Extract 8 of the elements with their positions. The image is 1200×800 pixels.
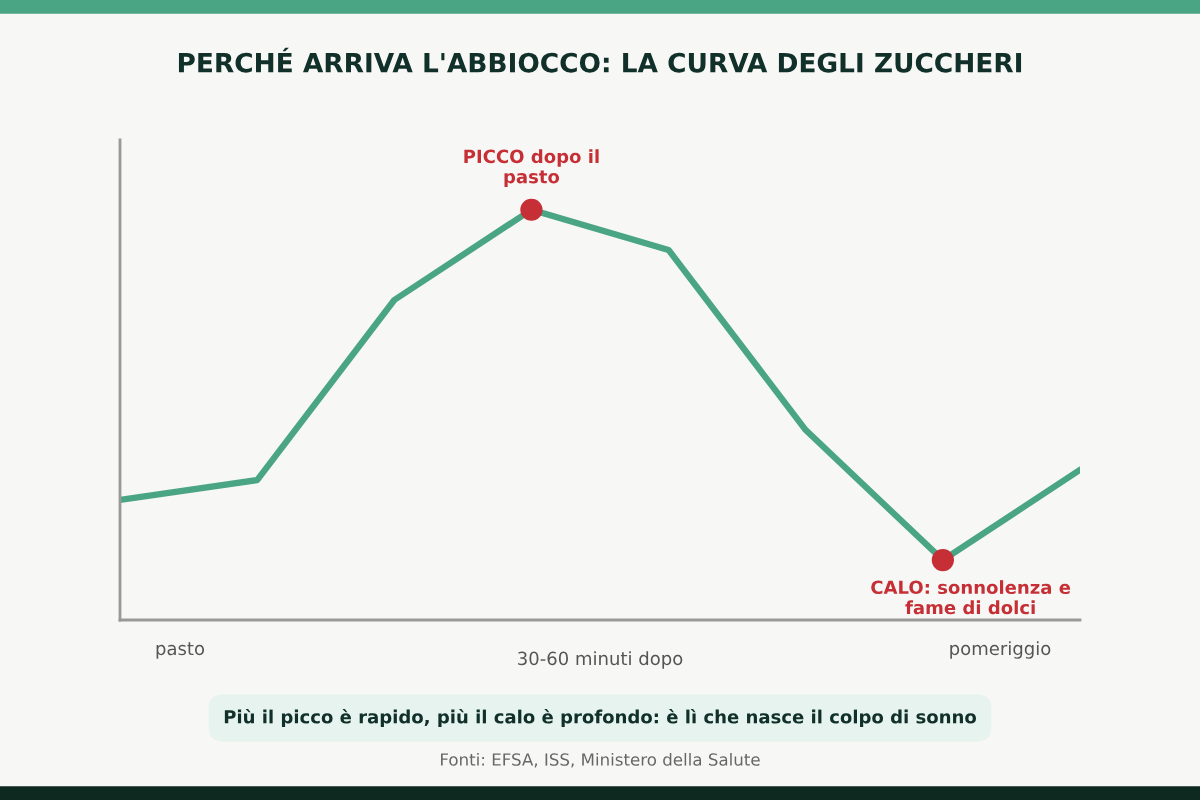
text: pasto bbox=[156, 642, 205, 659]
annotation: PICCO dopo il pasto bbox=[464, 149, 599, 187]
text: Più il picco è rapido, più il calo è profondo: è lì che nasce il colpo di sonno bbox=[224, 708, 977, 728]
text: 30-60 minuti dopo bbox=[518, 651, 683, 669]
annotation: CALO: sonnolenza e fame di dolci bbox=[871, 580, 1071, 615]
text: Fonti: EFSA, ISS, Ministero della Salute bbox=[441, 752, 760, 768]
chart-title: PERCHÉ ARRIVA L'ABBIOCCO: LA CURVA DEGLI ZUCCHERI bbox=[178, 47, 1022, 73]
text: pomeriggio bbox=[950, 641, 1051, 659]
